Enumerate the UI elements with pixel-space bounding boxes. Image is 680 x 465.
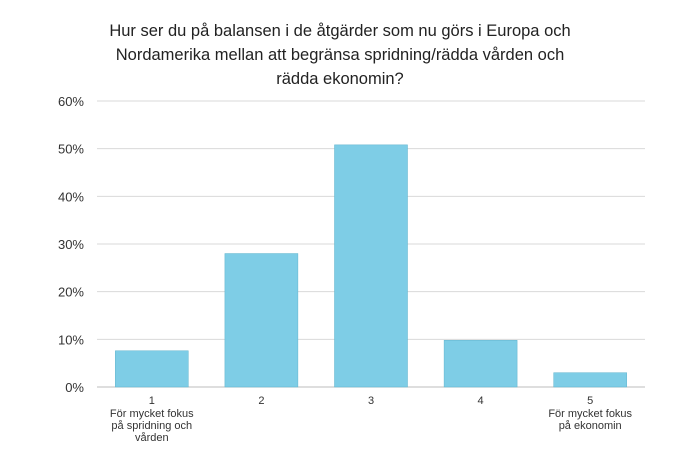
y-tick-label: 30% — [58, 237, 84, 252]
y-tick-label: 20% — [58, 285, 84, 300]
chart-title-line-3: rädda ekonomin? — [276, 70, 404, 88]
x-tick-label-5: 5 — [587, 395, 593, 407]
chart-title-line-2: Nordamerika mellan att begränsa spridnin… — [115, 46, 565, 64]
y-tick-label: 50% — [58, 142, 84, 157]
bar-1 — [115, 350, 189, 388]
x-tick-sublabel: För mycket fokus — [110, 408, 194, 420]
y-tick-label: 40% — [58, 189, 84, 204]
x-tick-sublabel: på spridning och — [111, 420, 192, 432]
y-tick-label: 10% — [58, 332, 84, 347]
bars — [115, 144, 627, 388]
bar-3 — [334, 144, 408, 388]
x-tick-sublabel: på ekonomin — [559, 420, 622, 432]
x-tick-label-2: 2 — [258, 395, 264, 407]
x-tick-label-1: 1 — [149, 395, 155, 407]
y-tick-label: 60% — [58, 94, 84, 109]
x-tick-label-3: 3 — [368, 395, 374, 407]
y-axis-tick-labels: 0% 10% 20% 30% 40% 50% 60% — [58, 94, 84, 395]
bar-5 — [553, 372, 627, 388]
y-tick-label: 0% — [65, 380, 84, 395]
bar-4 — [443, 340, 518, 388]
bar-2 — [224, 253, 299, 388]
x-tick-label-4: 4 — [478, 395, 484, 407]
chart-title-line-1: Hur ser du på balansen i de åtgärder som… — [109, 22, 571, 40]
x-tick-sublabel: vården — [135, 432, 169, 444]
x-tick-sublabel: För mycket fokus — [548, 408, 632, 420]
